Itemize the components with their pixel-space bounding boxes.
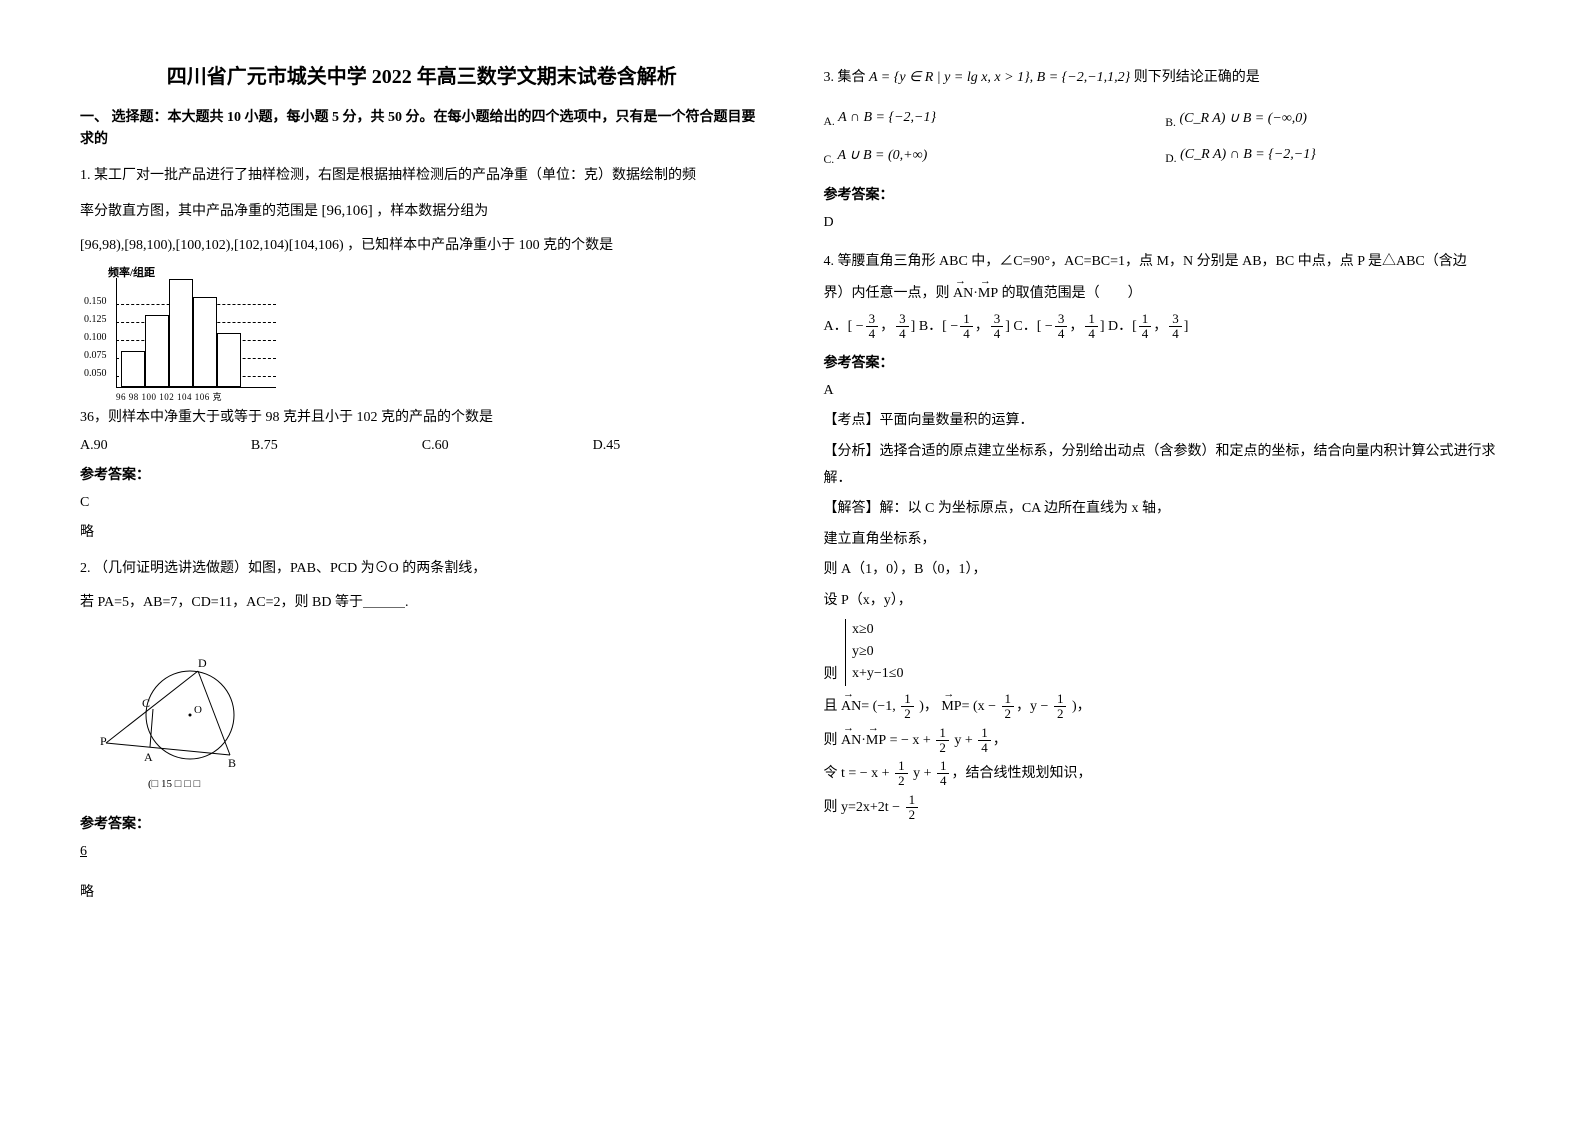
q3-optD: D. (C_R A) ∩ B = {−2,−1} [1165,147,1507,166]
q1-ans-label: 参考答案： [80,464,764,484]
q1-opt-d: D.45 [593,438,764,454]
hist-tick-4: 0.150 [84,296,107,307]
q1-opt-b: B.75 [251,438,422,454]
q2-figure: O P A B C D (□ 15 □ □ □ [98,637,268,792]
brace-system: x≥0 y≥0 x+y−1≤0 [845,619,903,686]
q1-stem-5: 36，则样本中净重大于或等于 98 克并且小于 102 克的产品的个数是 [80,404,764,432]
hist-bar-3 [193,297,217,387]
q4-exp1: 【考点】平面向量数量积的运算． [824,408,1508,435]
q4-exp4: 建立直角坐标系， [824,527,1508,554]
q3-prefix: 3. 集合 [824,70,870,85]
left-column: 四川省广元市城关中学 2022 年高三数学文期末试卷含解析 一、 选择题：本大题… [50,60,794,1062]
q4-final-line: 则 y=2x+2t − 12 [824,793,1508,823]
q1-stem-2a: 率分散直方图，其中产品净重的范围是 [80,204,318,219]
q1-interval: [96,106] [322,203,373,219]
q1-ans: C [80,490,764,517]
q4-let-line: 令 t = − x + 12 y + 14，结合线性规划知识， [824,759,1508,789]
page-title: 四川省广元市城关中学 2022 年高三数学文期末试卷含解析 [80,60,764,89]
hist-bar-4 [217,333,241,387]
q2-ans-label: 参考答案： [80,813,764,833]
q3-stem: 3. 集合 A = {y ∈ R | y = lg x, x > 1}, B =… [824,64,1508,92]
q3-optC: C. A ∪ B = (0,+∞) [824,147,1166,166]
q3-ans-label: 参考答案： [824,184,1508,204]
hist-tick-3: 0.125 [84,314,107,325]
q4-stem2: 界）内任意一点，则 AN·MP 的取值范围是（ ） [824,280,1508,308]
hist-tick-1: 0.075 [84,350,107,361]
q1-stem-1: 1. 某工厂对一批产品进行了抽样检测，右图是根据抽样检测后的产品净重（单位：克）… [80,162,764,190]
hist-bar-0 [121,351,145,387]
q4-options: A．[ −34，34] B．[ −14，34] C．[ −34，14] D．[1… [824,312,1508,342]
q2-cond: 若 PA=5，AB=7，CD=11，AC=2，则 BD 等于＿＿＿. [80,589,764,617]
q1-histogram: 频率/组距 0.050 0.075 0.100 0.125 0.150 96 9… [80,268,280,398]
hist-tick-2: 0.100 [84,332,107,343]
q2-ans2: 略 [80,880,764,907]
q2-fig-caption: (□ 15 □ □ □ [148,778,201,790]
q1-ans2: 略 [80,520,764,547]
q1-stem-4: ，已知样本中产品净重小于 100 克的个数是 [347,238,613,253]
q1-stem-2: 率分散直方图，其中产品净重的范围是 [96,106] ，样本数据分组为 [80,196,764,226]
q3-optB: B. (C_R A) ∪ B = (−∞,0) [1165,110,1507,129]
q1-stem-3: ，样本数据分组为 [376,204,488,219]
q1-opt-c: C.60 [422,438,593,454]
vec-an: AN [953,280,973,308]
right-column: 3. 集合 A = {y ∈ R | y = lg x, x > 1}, B =… [794,60,1538,1062]
q3-suffix: 则下列结论正确的是 [1134,70,1260,85]
q4-an-mp-line: 且 AN= (−1, 12 )， MP= (x − 12，y − 12 )， [824,692,1508,722]
svg-text:B: B [228,756,236,770]
svg-text:D: D [198,656,207,670]
hist-bar-1 [145,315,169,387]
q1-opt-a: A.90 [80,438,251,454]
hist-xlabels: 96 98 100 102 104 106 克 [116,390,276,403]
q4-exp5: 则 A（1，0），B（0，1）， [824,557,1508,584]
q4-ans: A [824,378,1508,405]
q3-optA: A. A ∩ B = {−2,−1} [824,110,1166,129]
hist-bar-2 [169,279,193,387]
q4-prod-line: 则 AN·MP = − x + 12 y + 14， [824,726,1508,756]
q2-stem: 2. （几何证明选讲选做题）如图，PAB、PCD 为⊙O 的两条割线， [80,555,764,583]
q4-system: 则 x≥0 y≥0 x+y−1≤0 [824,619,1508,688]
svg-text:P: P [100,734,107,748]
svg-text:C: C [142,696,150,710]
hist-tick-0: 0.050 [84,368,107,379]
q1-intervals: [96,98),[98,100),[100,102),[102,104)[104… [80,238,344,253]
q2-ans: 6 [80,839,764,866]
svg-text:A: A [144,750,153,764]
section-1-head: 一、 选择题：本大题共 10 小题，每小题 5 分，共 50 分。在每小题给出的… [80,107,764,152]
q3-ans: D [824,210,1508,237]
q4-exp3: 【解答】解：以 C 为坐标原点，CA 边所在直线为 x 轴， [824,496,1508,523]
q3-row2: C. A ∪ B = (0,+∞) D. (C_R A) ∩ B = {−2,−… [824,147,1508,166]
q1-options: A.90 B.75 C.60 D.45 [80,438,764,454]
q3-sets: A = {y ∈ R | y = lg x, x > 1}, B = {−2,−… [869,70,1130,85]
q4-exp2: 【分析】选择合适的原点建立坐标系，分别给出动点（含参数）和定点的坐标，结合向量内… [824,439,1508,492]
q4-exp6: 设 P（x，y）， [824,588,1508,615]
q4-ans-label: 参考答案： [824,352,1508,372]
svg-text:O: O [194,704,202,716]
q3-row1: A. A ∩ B = {−2,−1} B. (C_R A) ∪ B = (−∞,… [824,110,1508,129]
q1-intervals-line: [96,98),[98,100),[100,102),[102,104)[104… [80,232,764,260]
q2-stem-text: 2. （几何证明选讲选做题）如图，PAB、PCD 为⊙O 的两条割线， [80,561,486,576]
q4-stem1: 4. 等腰直角三角形 ABC 中，∠C=90°，AC=BC=1，点 M，N 分别… [824,248,1508,276]
vec-mp: MP [978,280,998,308]
hist-axis [116,278,276,388]
